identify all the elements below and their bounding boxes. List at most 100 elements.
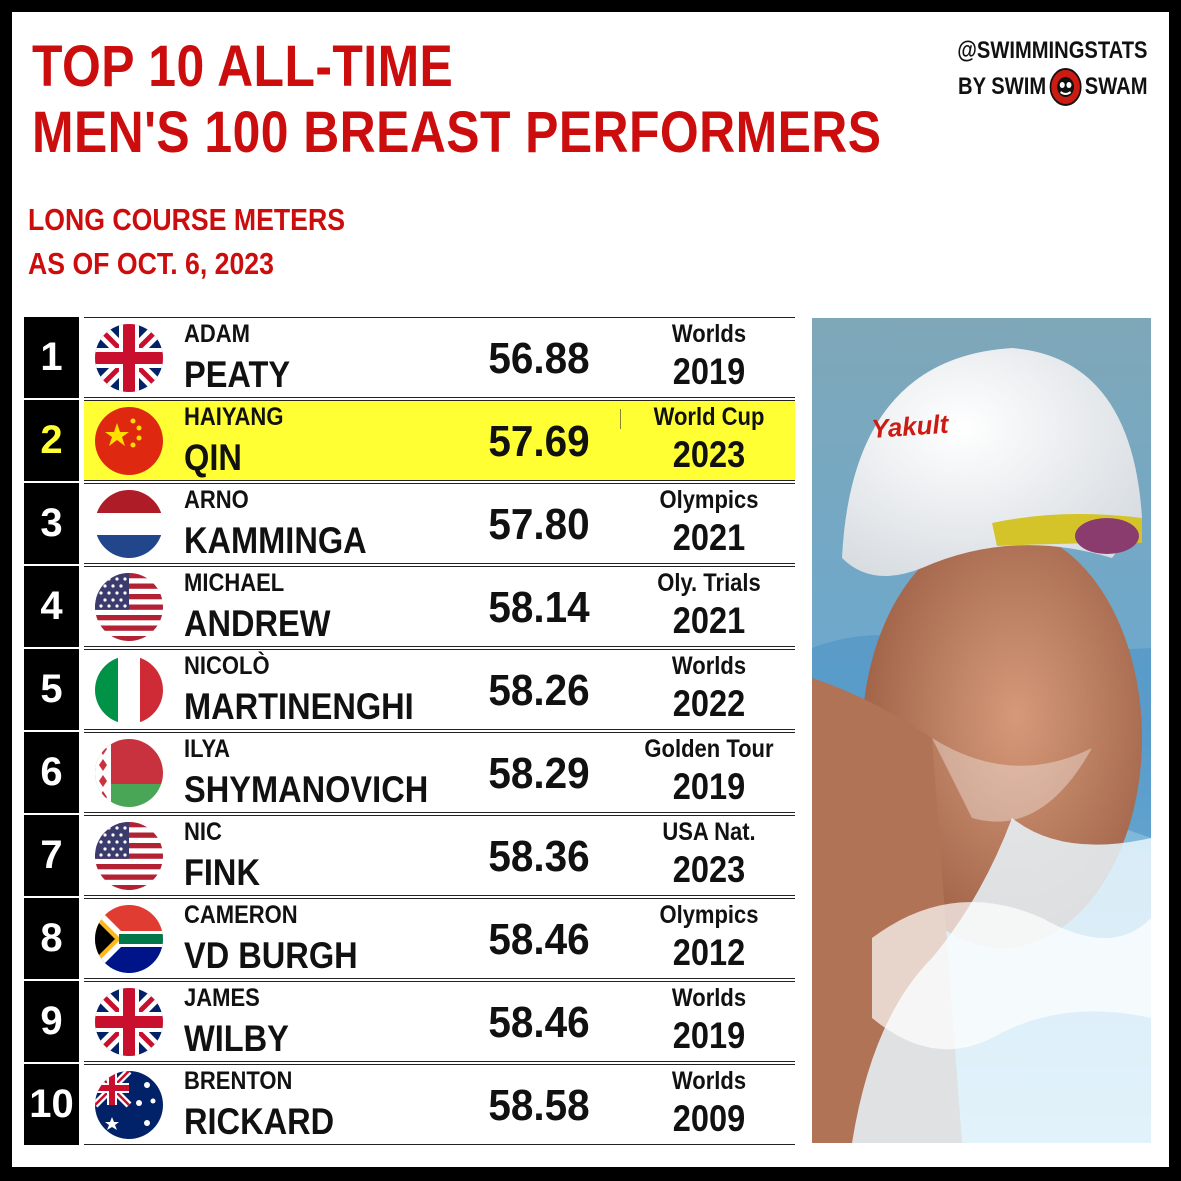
meet-info: Olympics 2012 <box>624 899 794 976</box>
gbr-flag-icon <box>95 324 163 392</box>
last-name: VD BURGH <box>184 935 358 976</box>
subtitle-date: AS OF OCT. 6, 2023 <box>28 246 274 281</box>
last-name: FINK <box>184 852 260 893</box>
last-name: WILBY <box>184 1018 289 1059</box>
gbr-flag-icon <box>95 988 163 1056</box>
usa-flag-icon <box>95 573 163 641</box>
table-row: 6 ILYA SHYMANOVICH 58.29 Golden Tour 2019 <box>24 732 795 813</box>
last-name: RICKARD <box>184 1101 335 1142</box>
meet-year: 2009 <box>672 1098 746 1139</box>
rank-number: 7 <box>24 815 79 896</box>
last-name: ANDREW <box>184 603 331 644</box>
last-name: MARTINENGHI <box>184 686 414 727</box>
swim-time: 58.29 <box>488 749 590 798</box>
meet-year: 2021 <box>672 600 746 641</box>
swim-time: 57.69 <box>488 417 590 466</box>
rsa-flag-icon <box>95 905 163 973</box>
first-name: ADAM <box>184 320 250 348</box>
meet-info: Oly. Trials 2021 <box>624 567 794 644</box>
rank-number: 9 <box>24 981 79 1062</box>
table-row: 10 BRENTON RICKARD 58.58 Worlds 2009 <box>24 1064 795 1145</box>
aus-flag-icon <box>95 1071 163 1139</box>
usa-flag-icon <box>95 822 163 890</box>
graphic-frame: TOP 10 ALL-TIME MEN'S 100 BREAST PERFORM… <box>12 12 1169 1167</box>
swim-time: 56.88 <box>488 334 590 383</box>
swim-time: 58.14 <box>488 583 590 632</box>
meet-divider <box>620 409 621 429</box>
row-cell: BRENTON RICKARD 58.58 Worlds 2009 <box>84 1064 795 1145</box>
meet-year: 2023 <box>672 849 746 890</box>
chn-flag-icon <box>95 407 163 475</box>
meet-info: USA Nat. 2023 <box>624 816 794 893</box>
ita-flag-icon <box>95 656 163 724</box>
row-cell: ARNO KAMMINGA 57.80 Olympics 2021 <box>84 483 795 564</box>
rank-number: 10 <box>24 1064 79 1145</box>
meet-year: 2023 <box>672 434 746 475</box>
row-cell: JAMES WILBY 58.46 Worlds 2019 <box>84 981 795 1062</box>
rank-number: 1 <box>24 317 79 398</box>
cap-logo-text: Yakult <box>870 409 950 444</box>
rank-number: 8 <box>24 898 79 979</box>
rank-number: 4 <box>24 566 79 647</box>
swim-time: 58.26 <box>488 666 590 715</box>
first-name: MICHAEL <box>184 569 285 597</box>
first-name: NICOLÒ <box>184 652 270 680</box>
table-row: 9 JAMES WILBY 58.46 Worlds 2019 <box>24 981 795 1062</box>
meet-year: 2022 <box>672 683 746 724</box>
swimswam-logo-icon <box>1048 68 1081 106</box>
subtitle: LONG COURSE METERS AS OF OCT. 6, 2023 <box>28 198 397 286</box>
meet-info: Worlds 2022 <box>624 650 794 727</box>
meet-name: Worlds <box>671 320 747 348</box>
meet-info: Worlds 2019 <box>624 318 794 395</box>
swimmer-photo: Yakult <box>812 318 1151 1143</box>
swim-time: 58.46 <box>488 998 590 1047</box>
table-row: 7 NIC FINK 58.36 USA Nat. 2023 <box>24 815 795 896</box>
brand-by: BY SWIM <box>957 73 1046 100</box>
swim-time: 58.58 <box>488 1081 590 1130</box>
rank-number: 3 <box>24 483 79 564</box>
last-name: SHYMANOVICH <box>184 769 429 810</box>
meet-name: Golden Tour <box>644 735 774 763</box>
subtitle-course: LONG COURSE METERS <box>28 202 345 237</box>
first-name: ARNO <box>184 486 249 514</box>
brand-handle: @SWIMMINGSTATS <box>956 37 1147 64</box>
rankings-table: 1 ADAM PEATY 56.88 Worlds 2019 2 HAIYANG QIN 57.6… <box>24 317 795 1147</box>
first-name: CAMERON <box>184 901 298 929</box>
table-row: 2 HAIYANG QIN 57.69 World Cup 2023 <box>24 400 795 481</box>
meet-info: World Cup 2023 <box>624 401 794 478</box>
meet-info: Golden Tour 2019 <box>624 733 794 810</box>
meet-name: Worlds <box>671 652 747 680</box>
first-name: ILYA <box>184 735 231 763</box>
row-cell: MICHAEL ANDREW 58.14 Oly. Trials 2021 <box>84 566 795 647</box>
row-cell: CAMERON VD BURGH 58.46 Olympics 2012 <box>84 898 795 979</box>
blr-flag-icon <box>95 739 163 807</box>
meet-year: 2021 <box>672 517 746 558</box>
meet-name: USA Nat. <box>662 818 756 846</box>
rank-number: 5 <box>24 649 79 730</box>
swim-time: 58.46 <box>488 915 590 964</box>
meet-info: Olympics 2021 <box>624 484 794 561</box>
meet-name: Oly. Trials <box>657 569 761 597</box>
last-name: QIN <box>184 437 242 478</box>
meet-year: 2019 <box>672 1015 746 1056</box>
brand: @SWIMMINGSTATS BY SWIM SWAM <box>921 34 1147 106</box>
row-cell: ADAM PEATY 56.88 Worlds 2019 <box>84 317 795 398</box>
first-name: NIC <box>184 818 222 846</box>
meet-name: Olympics <box>659 901 759 929</box>
meet-name: Olympics <box>659 486 759 514</box>
table-row: 1 ADAM PEATY 56.88 Worlds 2019 <box>24 317 795 398</box>
meet-year: 2019 <box>672 766 746 807</box>
swim-time: 58.36 <box>488 832 590 881</box>
last-name: KAMMINGA <box>184 520 367 561</box>
row-cell: NICOLÒ MARTINENGHI 58.26 Worlds 2022 <box>84 649 795 730</box>
ned-flag-icon <box>95 490 163 558</box>
meet-year: 2019 <box>672 351 746 392</box>
first-name: HAIYANG <box>184 403 284 431</box>
rank-number: 6 <box>24 732 79 813</box>
rank-number: 2 <box>24 400 79 481</box>
swim-time: 57.80 <box>488 500 590 549</box>
row-cell: NIC FINK 58.36 USA Nat. 2023 <box>84 815 795 896</box>
last-name: PEATY <box>184 354 291 395</box>
first-name: BRENTON <box>184 1067 293 1095</box>
meet-info: Worlds 2009 <box>624 1065 794 1142</box>
